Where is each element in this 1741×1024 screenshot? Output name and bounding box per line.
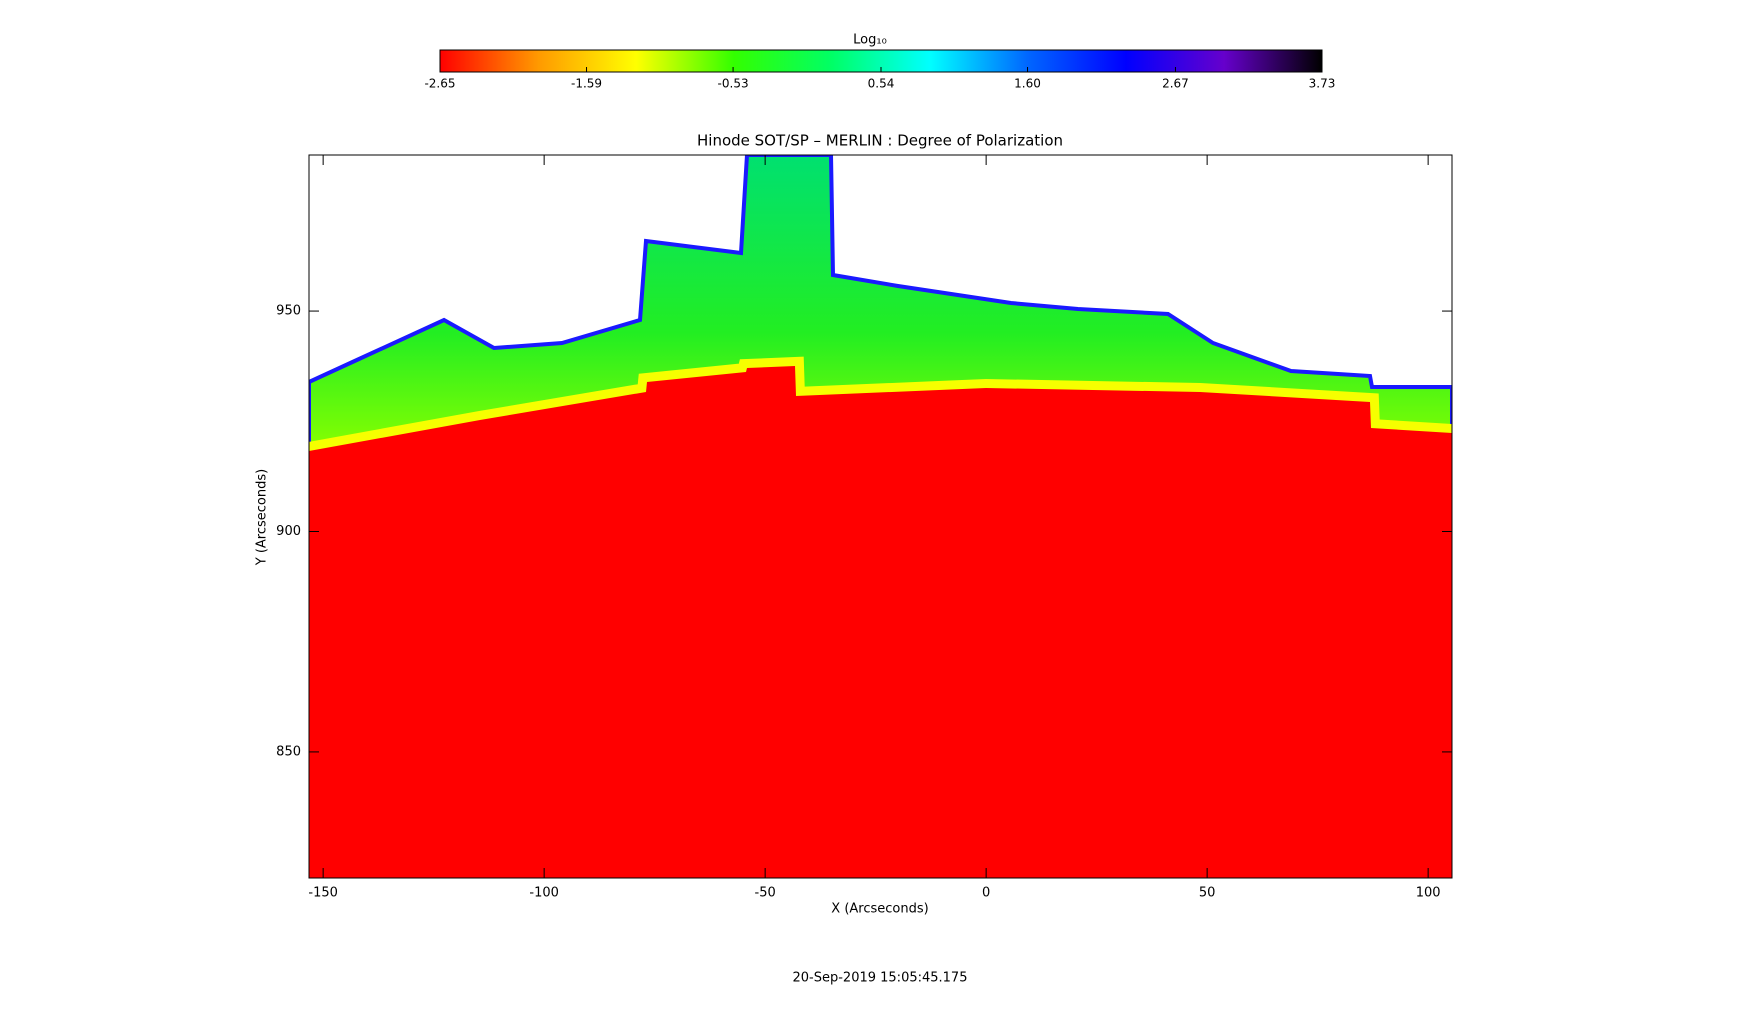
- plot-frame: [308, 154, 1453, 879]
- colorbar-tick-label: 3.73: [1309, 77, 1336, 91]
- x-tick-label: -150: [308, 886, 338, 901]
- footer-timestamp: 20-Sep-2019 15:05:45.175: [793, 971, 968, 986]
- x-tick-label: -50: [755, 886, 776, 901]
- x-tick-label: -100: [529, 886, 559, 901]
- colorbar-tick-label: 2.67: [1162, 77, 1189, 91]
- colorbar-title: Log₁₀: [853, 33, 887, 48]
- x-tick-label: 100: [1416, 886, 1441, 901]
- chart-title: Hinode SOT/SP – MERLIN : Degree of Polar…: [697, 132, 1063, 150]
- y-tick-label: 850: [276, 744, 301, 759]
- colorbar-tick-label: -0.53: [718, 77, 749, 91]
- x-tick-label: 50: [1199, 886, 1216, 901]
- off-limb-region: [309, 155, 1452, 454]
- colorbar-tick-label: 0.54: [868, 77, 895, 91]
- solar-image: [309, 155, 1452, 878]
- colorbar-tick-label: -1.59: [571, 77, 602, 91]
- colorbar-tick-label: -2.65: [424, 77, 455, 91]
- colorbar-tick-label: 1.60: [1014, 77, 1041, 91]
- x-tick-label: 0: [982, 886, 990, 901]
- y-tick-label: 900: [276, 524, 301, 539]
- y-axis-label: Y (Arcseconds): [255, 469, 270, 566]
- x-axis-label: X (Arcseconds): [831, 902, 928, 917]
- y-tick-label: 950: [276, 304, 301, 319]
- disk-region: [309, 366, 1452, 878]
